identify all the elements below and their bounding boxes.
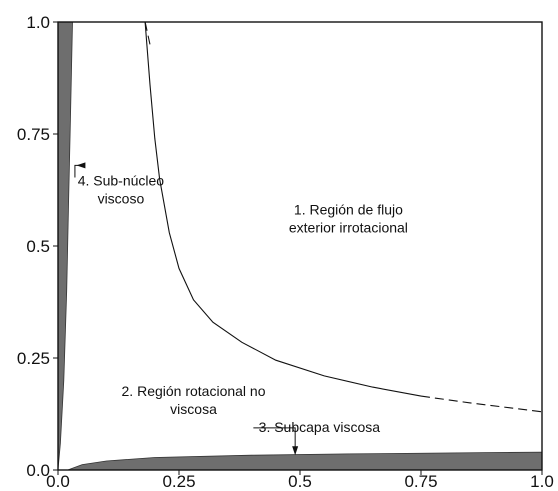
annotation-arrowhead bbox=[76, 162, 86, 169]
y-tick-label: 0.25 bbox=[17, 349, 50, 368]
region-labels: 1. Región de flujo exterior irrotacional 2… bbox=[74, 162, 408, 456]
y-tick-label: 0.75 bbox=[17, 125, 50, 144]
region-label: 2. Región rotacional no viscosa bbox=[122, 383, 266, 417]
x-tick-label: 0.0 bbox=[46, 472, 70, 491]
boundary-curve-top-dashed bbox=[144, 21, 151, 45]
sub-nucleo-viscoso-shade bbox=[57, 21, 73, 471]
x-tick-label: 0.75 bbox=[404, 472, 437, 491]
y-tick-label: 1.0 bbox=[26, 13, 50, 32]
boundary-curve-solid bbox=[144, 21, 422, 397]
region-label: 3. Subcapa viscosa bbox=[259, 419, 381, 435]
x-tick-label: 1.0 bbox=[530, 472, 554, 491]
boundary-curve-dashed bbox=[420, 395, 543, 413]
annotation-arrowhead bbox=[292, 446, 299, 456]
y-tick-label: 0.0 bbox=[26, 461, 50, 480]
region-label: 4. Sub-núcleo viscoso bbox=[78, 173, 165, 207]
subcapa-viscosa-shade bbox=[67, 451, 543, 471]
x-tick-label: 0.25 bbox=[162, 472, 195, 491]
region-label: 1. Región de flujo exterior irrotacional bbox=[289, 202, 408, 236]
region-boundaries bbox=[144, 21, 543, 413]
y-tick-label: 0.5 bbox=[26, 237, 50, 256]
annotation-leader-line bbox=[253, 427, 296, 448]
x-tick-label: 0.5 bbox=[288, 472, 312, 491]
y-axis-ticks: 0.0 0.25 0.5 0.75 1.0 bbox=[17, 13, 58, 480]
x-axis-ticks: 0.0 0.25 0.5 0.75 1.0 bbox=[46, 470, 554, 491]
